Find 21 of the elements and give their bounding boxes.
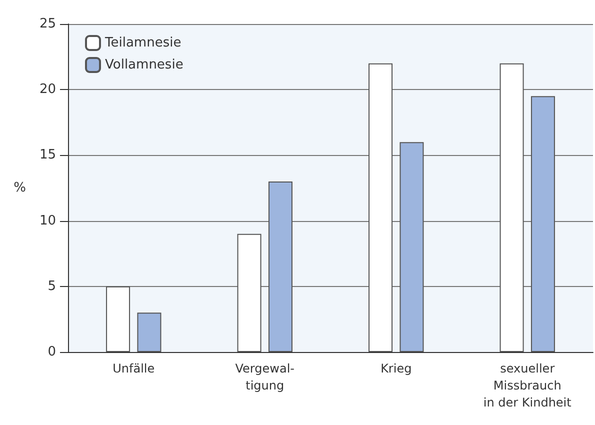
bar — [368, 63, 393, 352]
y-tick-label: 5 — [48, 278, 56, 294]
bar — [137, 312, 162, 352]
bar — [237, 234, 262, 352]
bar — [268, 181, 292, 352]
legend-label: Teilamnesie — [104, 36, 182, 50]
bar — [106, 286, 130, 352]
x-tick-label: sexueller Missbrauch in der Kindheit — [483, 362, 572, 410]
bar — [530, 96, 555, 352]
x-tick-label: Vergewal- tigung — [235, 362, 294, 392]
y-tick-label: 0 — [48, 344, 56, 360]
x-tick-label: Krieg — [380, 362, 412, 376]
x-tick-label: Unfälle — [112, 362, 155, 376]
y-tick-label: 25 — [39, 16, 56, 32]
bar — [400, 142, 424, 352]
y-tick-label: 20 — [39, 82, 56, 98]
y-axis-title: % — [14, 180, 26, 196]
legend-label: Vollamnesie — [105, 58, 184, 72]
y-tick-label: 15 — [39, 148, 56, 163]
bar — [500, 63, 524, 352]
y-tick-label: 10 — [39, 213, 56, 228]
